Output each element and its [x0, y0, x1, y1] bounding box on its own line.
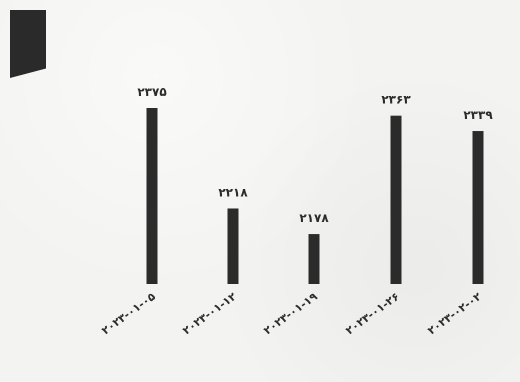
x-tick-label-3: ۲۰۲۳-۰۱-۱۹ [261, 290, 320, 338]
corner-block [10, 10, 46, 78]
data-label-1: ۲۳۷۵ [137, 85, 166, 99]
x-tick-label-5: ۲۰۲۳-۰۲-۰۲ [425, 290, 484, 338]
x-tick-label-4: ۲۰۲۳-۰۱-۲۶ [343, 290, 401, 337]
data-label-5: ۲۳۳۹ [463, 108, 493, 122]
bar-5 [472, 131, 484, 284]
bar-4 [390, 115, 402, 285]
data-label-4: ۲۳۶۳ [381, 93, 411, 107]
data-label-2: ۲۲۱۸ [218, 185, 248, 199]
bar-1 [146, 108, 158, 284]
bar-2 [227, 208, 239, 284]
x-tick-label-1: ۲۰۲۳-۰۱-۰۵ [99, 290, 158, 338]
bar-3 [308, 234, 320, 284]
x-tick-label-2: ۲۰۲۳-۰۱-۱۲ [180, 290, 239, 338]
data-label-3: ۲۱۷۸ [299, 211, 329, 225]
